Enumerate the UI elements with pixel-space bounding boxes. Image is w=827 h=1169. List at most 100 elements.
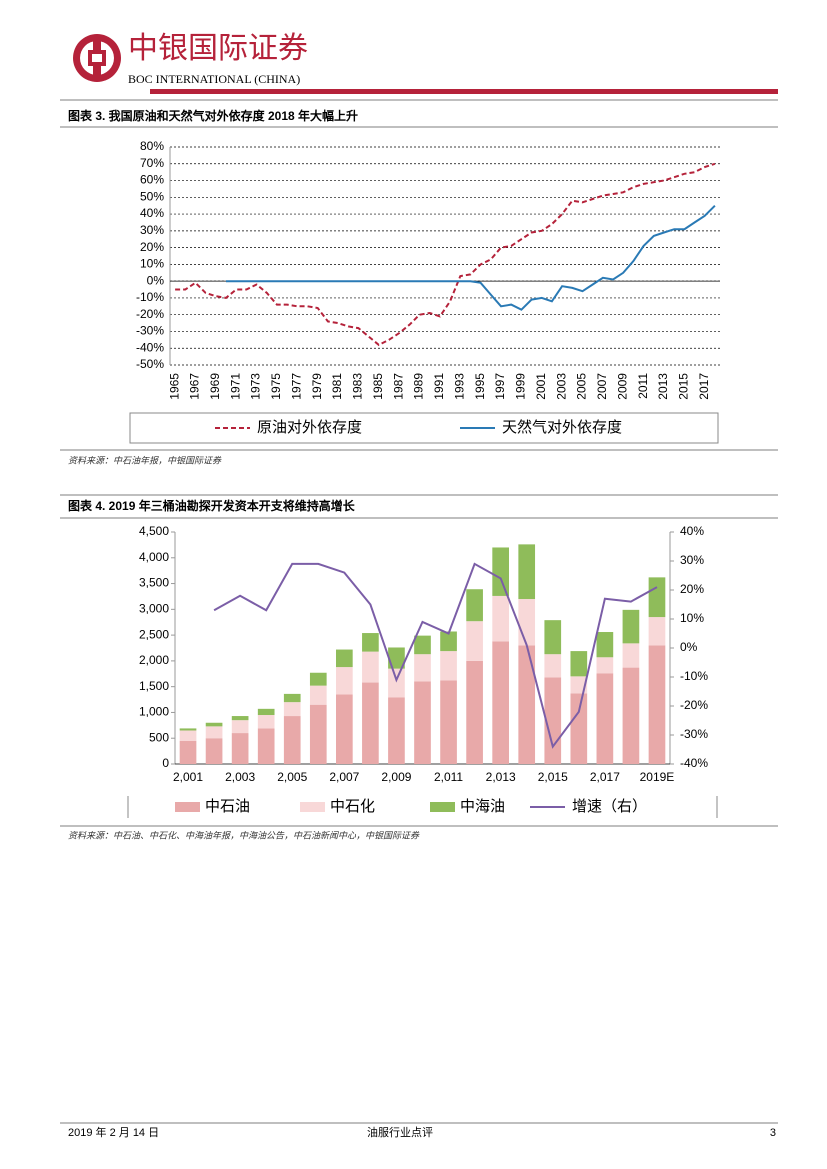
line xyxy=(226,204,716,311)
x-tick-label: 2009 xyxy=(615,373,629,400)
y-tick-label: 30% xyxy=(140,223,164,237)
x-tick-label: 2019E xyxy=(640,770,675,784)
x-tick-label: 2017 xyxy=(697,373,711,400)
x-tick-label: 2011 xyxy=(636,373,650,399)
x-tick-label: 1971 xyxy=(228,373,242,400)
legend-label: 原油对外依存度 xyxy=(257,419,362,436)
bar-segment xyxy=(336,649,353,668)
x-tick-label: 2,017 xyxy=(590,770,620,784)
y2-tick-label: -10% xyxy=(680,669,708,683)
x-tick-label: 1967 xyxy=(188,373,202,400)
caption: 图表 4. 2019 年三桶油勘探开发资本开支将维持高增长 xyxy=(68,498,356,513)
y-tick-label: -20% xyxy=(136,307,164,321)
bar-segment xyxy=(336,667,353,695)
brand-en: BOC INTERNATIONAL (CHINA) xyxy=(128,72,300,86)
bar-segment xyxy=(388,668,405,698)
y-tick-label: 3,000 xyxy=(139,602,169,616)
y2-tick-label: 40% xyxy=(680,524,704,538)
x-tick-label: 2,003 xyxy=(225,770,255,784)
bar-segment xyxy=(492,595,509,642)
bar-segment xyxy=(414,681,431,764)
caption: 图表 3. 我国原油和天然气对外依存度 2018 年大幅上升 xyxy=(68,108,358,123)
y-tick-label: -30% xyxy=(136,324,164,338)
x-tick-label: 2,011 xyxy=(434,770,463,784)
footer-report: 油服行业点评 xyxy=(367,1125,433,1139)
bar-segment xyxy=(179,728,197,731)
bar-segment xyxy=(179,740,197,764)
bar-segment xyxy=(622,667,640,764)
bar-segment xyxy=(596,657,614,674)
x-tick-label: 1997 xyxy=(493,373,507,400)
bar-segment xyxy=(570,676,588,694)
bar-segment xyxy=(309,685,327,705)
y-tick-label: -50% xyxy=(136,357,164,371)
x-tick-label: 2007 xyxy=(595,373,609,400)
bar-segment xyxy=(622,643,640,668)
x-tick-label: 1995 xyxy=(473,373,487,400)
bar-segment xyxy=(544,620,562,655)
y2-tick-label: -30% xyxy=(680,727,708,741)
legend-swatch xyxy=(300,802,325,812)
bar-segment xyxy=(570,651,588,677)
bar-segment xyxy=(596,673,614,764)
y-tick-label: 20% xyxy=(140,240,164,254)
bar-segment xyxy=(205,722,223,727)
bar-segment xyxy=(257,728,275,764)
bar-segment xyxy=(414,635,431,655)
x-tick-label: 1979 xyxy=(310,373,324,400)
bar-segment xyxy=(648,577,666,618)
y-tick-label: 50% xyxy=(140,189,164,203)
bar-segment xyxy=(518,599,536,646)
bar-segment xyxy=(440,680,457,764)
bar-segment xyxy=(205,726,223,739)
x-tick-label: 2,013 xyxy=(486,770,516,784)
bar-segment xyxy=(362,633,379,652)
bar-segment xyxy=(622,609,640,644)
y-tick-label: -10% xyxy=(136,290,164,304)
bar-segment xyxy=(518,544,536,600)
y-tick-label: 4,500 xyxy=(139,524,169,538)
bar-segment xyxy=(257,715,275,729)
x-tick-label: 1999 xyxy=(514,373,528,400)
y-tick-label: 0% xyxy=(147,273,165,287)
x-tick-label: 1977 xyxy=(289,373,303,400)
x-tick-label: 1985 xyxy=(371,373,385,400)
bar-segment xyxy=(492,547,509,596)
x-tick-label: 2,007 xyxy=(329,770,359,784)
line xyxy=(175,162,716,347)
y-tick-label: 10% xyxy=(140,257,164,271)
bar-segment xyxy=(648,645,666,764)
bar-segment xyxy=(309,704,327,764)
x-tick-label: 2,005 xyxy=(277,770,307,784)
bar-segment xyxy=(440,651,457,681)
bar-segment xyxy=(414,654,431,682)
bar-segment xyxy=(388,697,405,764)
x-tick-label: 1975 xyxy=(269,373,283,400)
bar-segment xyxy=(362,651,379,683)
bar-segment xyxy=(518,645,536,764)
footer-date: 2019 年 2 月 14 日 xyxy=(68,1125,159,1139)
bar-segment xyxy=(231,733,249,764)
y-tick-label: 1,500 xyxy=(139,679,169,693)
y-tick-label: 70% xyxy=(140,156,164,170)
bar-segment xyxy=(179,730,197,741)
legend-label: 增速（右） xyxy=(572,798,647,815)
y-tick-label: 2,000 xyxy=(139,653,169,667)
legend-label: 中石化 xyxy=(330,798,375,815)
y-tick-label: 500 xyxy=(149,730,169,744)
footer-page: 3 xyxy=(770,1127,776,1139)
y-tick-label: -40% xyxy=(136,340,164,354)
x-tick-label: 1991 xyxy=(432,373,446,400)
x-tick-label: 2,009 xyxy=(381,770,411,784)
bar-segment xyxy=(388,647,405,669)
bar-segment xyxy=(231,720,249,734)
x-tick-label: 2005 xyxy=(575,373,589,400)
x-tick-label: 2,015 xyxy=(538,770,568,784)
x-tick-label: 2001 xyxy=(534,373,548,400)
brand: 中银国际证券 xyxy=(128,32,308,65)
y-tick-label: 0 xyxy=(162,756,169,770)
y-tick-label: 80% xyxy=(140,139,164,153)
y-tick-label: 40% xyxy=(140,206,164,220)
y2-tick-label: -40% xyxy=(680,756,708,770)
